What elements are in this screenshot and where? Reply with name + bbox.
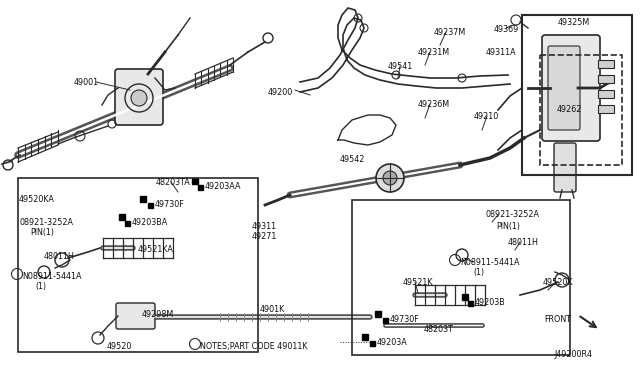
Text: 49521K: 49521K <box>403 278 433 287</box>
Text: 49298M: 49298M <box>142 310 174 319</box>
Text: FRONT: FRONT <box>544 315 571 324</box>
Text: J49200R4: J49200R4 <box>554 350 592 359</box>
Text: 49325M: 49325M <box>558 18 590 27</box>
Circle shape <box>131 90 147 106</box>
Bar <box>383 318 388 323</box>
Bar <box>18 178 258 352</box>
Text: 49262: 49262 <box>557 105 582 114</box>
Text: (1): (1) <box>473 268 484 277</box>
Bar <box>522 15 632 175</box>
Bar <box>598 90 614 98</box>
Bar <box>140 196 146 202</box>
Text: 49730F: 49730F <box>155 200 185 209</box>
Text: 49203AA: 49203AA <box>205 182 241 191</box>
Text: 49210: 49210 <box>474 112 499 121</box>
Bar <box>598 105 614 113</box>
Text: 48011H: 48011H <box>44 252 75 261</box>
Text: 49369: 49369 <box>494 25 519 34</box>
Text: 4901K: 4901K <box>260 305 285 314</box>
FancyBboxPatch shape <box>116 303 155 329</box>
Bar <box>370 341 375 346</box>
Bar <box>148 203 153 208</box>
Text: 48203TA: 48203TA <box>156 178 191 187</box>
Text: 49311A: 49311A <box>486 48 516 57</box>
Text: 49311: 49311 <box>252 222 277 231</box>
Text: (1): (1) <box>35 282 46 291</box>
Text: 49541: 49541 <box>388 62 413 71</box>
Text: 49520K: 49520K <box>543 278 573 287</box>
Text: 49203A: 49203A <box>377 338 408 347</box>
Circle shape <box>383 171 397 185</box>
FancyBboxPatch shape <box>542 35 600 141</box>
Text: 49001: 49001 <box>74 78 99 87</box>
Text: 49520KA: 49520KA <box>19 195 55 204</box>
Bar <box>598 75 614 83</box>
Text: 49271: 49271 <box>252 232 277 241</box>
Text: 49237M: 49237M <box>434 28 467 37</box>
Text: 49203B: 49203B <box>475 298 506 307</box>
Bar <box>468 301 473 306</box>
Text: PIN(1): PIN(1) <box>496 222 520 231</box>
Text: 49236M: 49236M <box>418 100 450 109</box>
Text: 49200: 49200 <box>268 88 293 97</box>
Bar <box>198 185 203 190</box>
Bar <box>540 55 622 165</box>
Text: 49542: 49542 <box>340 155 365 164</box>
FancyBboxPatch shape <box>554 143 576 192</box>
Text: 49730F: 49730F <box>390 315 420 324</box>
Text: 49521KA: 49521KA <box>138 245 174 254</box>
Bar <box>125 221 130 226</box>
Bar <box>119 214 125 220</box>
Text: 49231M: 49231M <box>418 48 450 57</box>
Text: N08911-5441A: N08911-5441A <box>22 272 81 281</box>
Text: NOTES;PART CODE 49011K: NOTES;PART CODE 49011K <box>200 342 307 351</box>
Bar <box>375 311 381 317</box>
Circle shape <box>376 164 404 192</box>
Bar <box>598 60 614 68</box>
Text: 08921-3252A: 08921-3252A <box>486 210 540 219</box>
FancyBboxPatch shape <box>548 46 580 130</box>
Bar <box>362 334 368 340</box>
Text: 49203BA: 49203BA <box>132 218 168 227</box>
Text: N08911-5441A: N08911-5441A <box>460 258 520 267</box>
Text: 08921-3252A: 08921-3252A <box>19 218 73 227</box>
Bar <box>462 294 468 300</box>
Bar <box>192 178 198 184</box>
Text: 48011H: 48011H <box>508 238 539 247</box>
Bar <box>352 200 570 355</box>
Text: 48203T: 48203T <box>424 325 454 334</box>
Text: 49520: 49520 <box>107 342 132 351</box>
FancyBboxPatch shape <box>115 69 163 125</box>
Text: PIN(1): PIN(1) <box>30 228 54 237</box>
